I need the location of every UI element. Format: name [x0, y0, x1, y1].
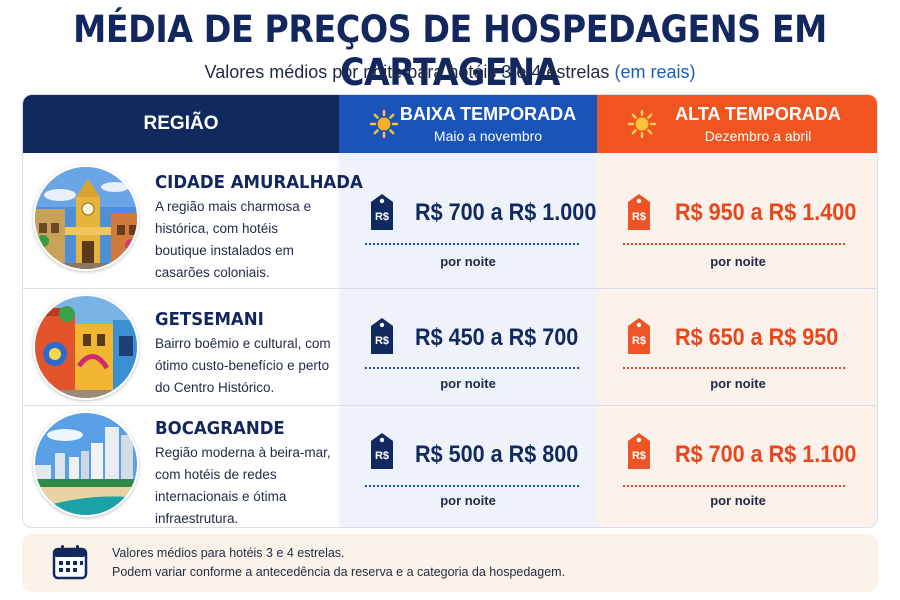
dotted-divider — [365, 243, 579, 245]
dotted-divider — [365, 367, 579, 369]
per-night-label: por noite — [440, 493, 496, 508]
dotted-divider — [623, 243, 845, 245]
row-divider — [23, 288, 877, 289]
subtitle-highlight: (em reais) — [614, 62, 696, 82]
row-divider — [23, 405, 877, 406]
tag-label: R$ — [632, 335, 646, 347]
region-name: GETSEMANI — [155, 309, 264, 330]
dotted-divider — [365, 485, 579, 487]
tag-label: R$ — [632, 211, 646, 223]
beach-skyline-photo — [33, 411, 139, 517]
region-description: Bairro boêmio e cultural, com ótimo cust… — [155, 336, 331, 395]
tag-label: R$ — [375, 211, 389, 223]
header-high-season-period: Dezembro a abril — [704, 128, 812, 144]
page-title: MÉDIA DE PREÇOS DE HOSPEDAGENS EM CARTAG… — [73, 8, 827, 94]
price-tag-icon: R$ — [628, 433, 650, 469]
price-tag-icon: R$ — [371, 318, 393, 354]
per-night-label: por noite — [710, 254, 766, 269]
high-season-price: R$ 700 a R$ 1.100 — [675, 441, 857, 468]
sun-icon — [627, 109, 657, 139]
region-description: Região moderna à beira-mar, com hotéis d… — [155, 445, 331, 526]
footer-line-2: Podem variar conforme a antecedência da … — [112, 565, 566, 579]
tag-label: R$ — [375, 450, 389, 462]
price-tag-icon: R$ — [371, 433, 393, 469]
region-name: BOCAGRANDE — [155, 418, 285, 439]
per-night-label: por noite — [710, 493, 766, 508]
footer-note: Valores médios para hotéis 3 e 4 estrela… — [22, 534, 878, 592]
header-high-season-name: ALTA TEMPORADA — [675, 104, 841, 124]
low-season-price: R$ 700 a R$ 1.000 — [415, 199, 597, 226]
price-tag-icon: R$ — [371, 194, 393, 230]
per-night-label: por noite — [710, 376, 766, 391]
high-season-price: R$ 950 a R$ 1.400 — [675, 199, 857, 226]
header-low-season-name: BAIXA TEMPORADA — [399, 104, 577, 124]
header-region: REGIÃO — [23, 95, 339, 153]
page-subtitle: Valores médios por noite para hotéis 3 e… — [0, 62, 900, 83]
region-description: A região mais charmosa e histórica, com … — [155, 199, 312, 280]
tag-label: R$ — [375, 335, 389, 347]
colorful-street-photo — [33, 294, 139, 400]
dotted-divider — [623, 485, 845, 487]
high-season-price: R$ 650 a R$ 950 — [675, 324, 839, 351]
low-season-price: R$ 500 a R$ 800 — [415, 441, 579, 468]
footer-line-1: Valores médios para hotéis 3 e 4 estrela… — [112, 546, 345, 560]
per-night-label: por noite — [440, 376, 496, 391]
calendar-icon — [52, 545, 88, 580]
header-low-season-period: Maio a novembro — [433, 128, 543, 144]
per-night-label: por noite — [440, 254, 496, 269]
price-table: REGIÃO BAIXA TEMPORADA Maio a novembro A… — [22, 94, 878, 528]
dotted-divider — [623, 367, 845, 369]
subtitle-text: Valores médios por noite para hotéis 3 e… — [204, 62, 610, 82]
clock-tower-photo — [33, 165, 139, 271]
header-low-season: BAIXA TEMPORADA Maio a novembro — [339, 95, 597, 153]
low-season-price: R$ 450 a R$ 700 — [415, 324, 579, 351]
tag-label: R$ — [632, 450, 646, 462]
header-high-season: ALTA TEMPORADA Dezembro a abril — [597, 95, 877, 153]
region-name: CIDADE AMURALHADA — [155, 172, 363, 193]
price-tag-icon: R$ — [628, 318, 650, 354]
sun-icon — [369, 109, 399, 139]
price-tag-icon: R$ — [628, 194, 650, 230]
